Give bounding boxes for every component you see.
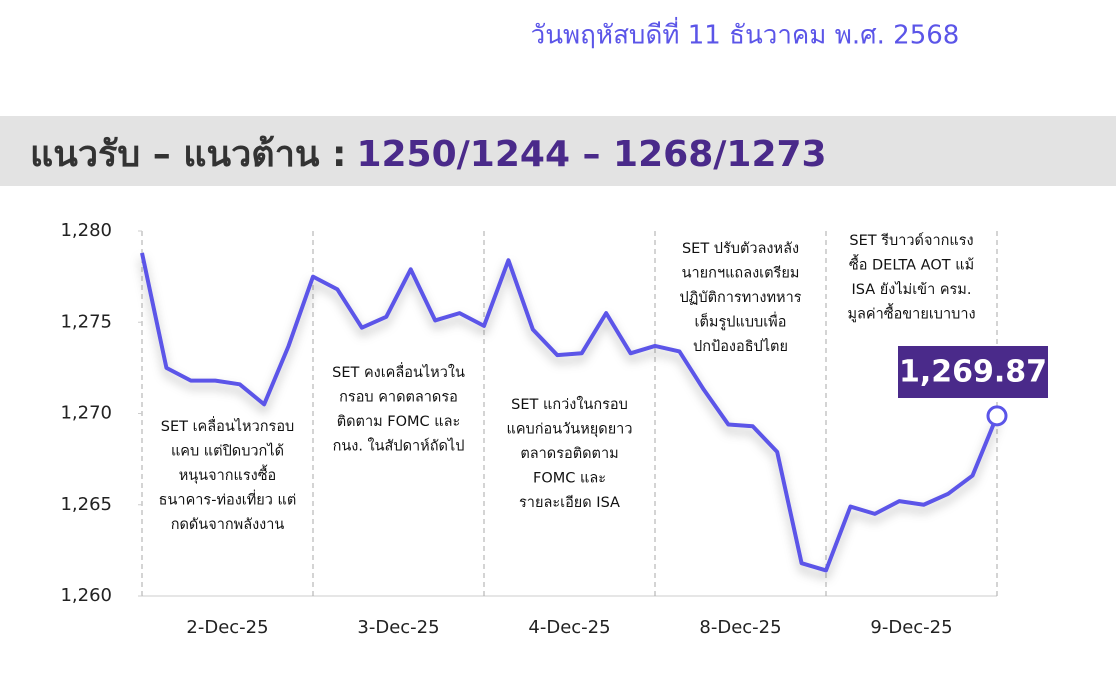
- value-label-box: [898, 346, 1048, 398]
- annotation: นายกฯแถลงเตรียม: [682, 265, 800, 282]
- annotation: ISA ยังไม่เข้า ครม.: [852, 280, 972, 298]
- annotation: มูลค่าซื้อขายเบาบาง: [847, 303, 975, 323]
- annotation: SET แกว่งในกรอบ: [511, 395, 628, 413]
- annotation: ปฏิบัติการทางทหาร: [679, 290, 801, 306]
- y-tick-label: 1,275: [60, 311, 112, 332]
- annotation: SET ปรับตัวลงหลัง: [682, 241, 799, 257]
- annotation: แคบก่อนวันหยุดยาว: [507, 422, 633, 438]
- annotation: แคบ แต่ปิดบวกได้: [171, 442, 284, 460]
- value-label: 1,269.87: [899, 355, 1047, 390]
- date: วันพฤหัสบดีที่ 11 ธันวาคม พ.ศ. 2568: [531, 17, 960, 51]
- series-line: [140, 252, 999, 573]
- annotation: กรอบ คาดตลาดรอ: [339, 390, 458, 406]
- annotation: FOMC และ: [533, 471, 606, 487]
- annotation: SET รีบาวด์จากแรง: [849, 232, 973, 249]
- annotation: รายละเอียด ISA: [519, 494, 620, 511]
- annotation: เต็มรูปแบบเพื่อ: [695, 312, 787, 331]
- title-levels: 1250/1244 – 1268/1273: [356, 134, 826, 175]
- annotation: ปกป้องอธิปไตย: [693, 337, 788, 355]
- annotation: กดดันจากพลังงาน: [171, 517, 285, 533]
- y-tick-label: 1,270: [60, 403, 112, 424]
- title-label: แนวรับ – แนวต้าน :: [30, 134, 346, 175]
- annotation: ตลาดรอติดตาม: [520, 446, 618, 462]
- x-tick-label: 8-Dec-25: [699, 617, 781, 638]
- x-tick-label: 2-Dec-25: [186, 617, 268, 638]
- y-tick-label: 1,280: [60, 220, 112, 241]
- annotation: ติดตาม FOMC และ: [337, 414, 461, 430]
- annotation: หนุนจากแรงซื้อ: [179, 464, 277, 484]
- x-tick-label: 9-Dec-25: [870, 617, 952, 638]
- annotation: ธนาคาร-ท่องเที่ยว แต่: [159, 490, 297, 509]
- title: แนวรับ – แนวต้าน :1250/1244 – 1268/1273: [30, 134, 827, 175]
- x-tick-label: 3-Dec-25: [357, 617, 439, 638]
- y-tick-label: 1,265: [60, 494, 112, 515]
- annotation: ซื้อ DELTA AOT แม้: [849, 254, 974, 274]
- end-point: [986, 405, 1008, 427]
- annotation: SET เคลื่อนไหวกรอบ: [161, 416, 294, 435]
- annotation: กนง. ในสัปดาห์ถัดไป: [333, 437, 465, 455]
- title-band: [0, 116, 1116, 186]
- y-tick-label: 1,260: [60, 585, 112, 606]
- annotation: SET คงเคลื่อนไหวใน: [332, 362, 465, 381]
- x-tick-label: 4-Dec-25: [528, 617, 610, 638]
